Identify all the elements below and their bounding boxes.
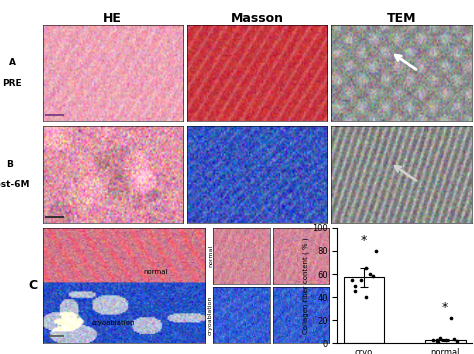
Point	[442, 337, 450, 343]
Point	[370, 274, 377, 279]
Point	[447, 315, 455, 321]
Point	[436, 335, 444, 341]
Y-axis label: C: C	[28, 279, 37, 292]
Point	[454, 338, 461, 344]
Point	[372, 248, 379, 254]
Y-axis label: B

Post-6M: B Post-6M	[0, 160, 30, 189]
Title: Masson: Masson	[231, 12, 283, 25]
Text: *: *	[442, 302, 448, 314]
Point	[429, 337, 437, 343]
Y-axis label: normal: normal	[208, 245, 213, 267]
Point	[433, 337, 441, 343]
Point	[351, 283, 359, 289]
Point	[450, 336, 457, 342]
Point	[433, 338, 441, 344]
Text: *: *	[361, 234, 367, 247]
Title: TEM: TEM	[387, 12, 416, 25]
Point	[348, 277, 356, 282]
Point	[363, 294, 370, 300]
Point	[351, 289, 359, 294]
Text: normal: normal	[143, 269, 168, 275]
Bar	[344, 278, 384, 343]
Y-axis label: A

PRE: A PRE	[2, 58, 22, 88]
Bar	[425, 340, 465, 343]
Y-axis label: Collagen fiber content ( % ): Collagen fiber content ( % )	[303, 237, 309, 334]
Point	[357, 277, 365, 282]
Point	[363, 266, 370, 271]
Text: cryoablation: cryoablation	[91, 320, 135, 326]
Point	[366, 271, 374, 277]
Y-axis label: cryoablation: cryoablation	[208, 296, 213, 335]
Point	[434, 339, 441, 345]
Title: HE: HE	[103, 12, 122, 25]
